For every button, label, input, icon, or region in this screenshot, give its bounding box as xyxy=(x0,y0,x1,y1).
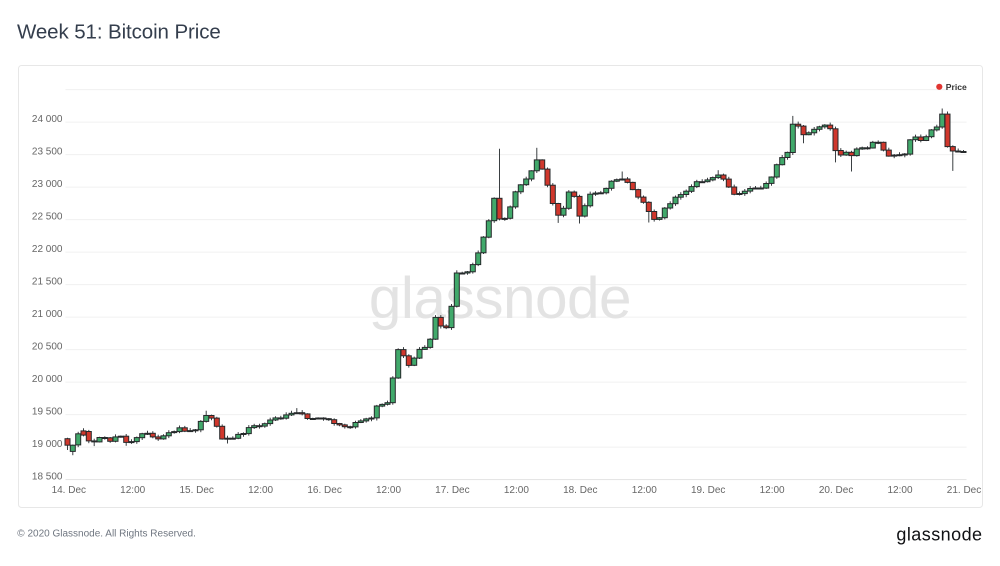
svg-text:22 500: 22 500 xyxy=(32,212,63,223)
svg-text:12:00: 12:00 xyxy=(248,485,273,496)
svg-text:20 500: 20 500 xyxy=(32,342,63,353)
svg-text:© 2020 Glassnode. All Rights R: © 2020 Glassnode. All Rights Reserved. xyxy=(17,529,196,540)
svg-text:21. Dec: 21. Dec xyxy=(947,485,981,496)
svg-text:glassnode: glassnode xyxy=(369,266,631,331)
svg-text:14. Dec: 14. Dec xyxy=(52,485,86,496)
svg-text:12:00: 12:00 xyxy=(632,485,657,496)
svg-text:Week 51: Bitcoin Price: Week 51: Bitcoin Price xyxy=(17,21,221,44)
svg-text:12:00: 12:00 xyxy=(504,485,529,496)
svg-text:18. Dec: 18. Dec xyxy=(563,485,597,496)
svg-text:24 000: 24 000 xyxy=(32,114,63,125)
svg-text:12:00: 12:00 xyxy=(376,485,401,496)
svg-text:21 500: 21 500 xyxy=(32,277,63,288)
svg-text:17. Dec: 17. Dec xyxy=(435,485,469,496)
svg-text:22 000: 22 000 xyxy=(32,244,63,255)
svg-text:12:00: 12:00 xyxy=(887,485,912,496)
svg-text:12:00: 12:00 xyxy=(120,485,145,496)
svg-text:18 500: 18 500 xyxy=(32,472,63,483)
svg-text:19 500: 19 500 xyxy=(32,407,63,418)
svg-text:23 000: 23 000 xyxy=(32,179,63,190)
svg-text:19. Dec: 19. Dec xyxy=(691,485,725,496)
svg-text:19 000: 19 000 xyxy=(32,439,63,450)
svg-text:15. Dec: 15. Dec xyxy=(179,485,213,496)
svg-text:glassnode: glassnode xyxy=(896,524,982,544)
svg-text:12:00: 12:00 xyxy=(760,485,785,496)
svg-text:Price: Price xyxy=(946,82,967,92)
svg-text:23 500: 23 500 xyxy=(32,147,63,158)
svg-text:16. Dec: 16. Dec xyxy=(307,485,341,496)
svg-text:21 000: 21 000 xyxy=(32,309,63,320)
svg-text:20 000: 20 000 xyxy=(32,374,63,385)
svg-text:20. Dec: 20. Dec xyxy=(819,485,853,496)
